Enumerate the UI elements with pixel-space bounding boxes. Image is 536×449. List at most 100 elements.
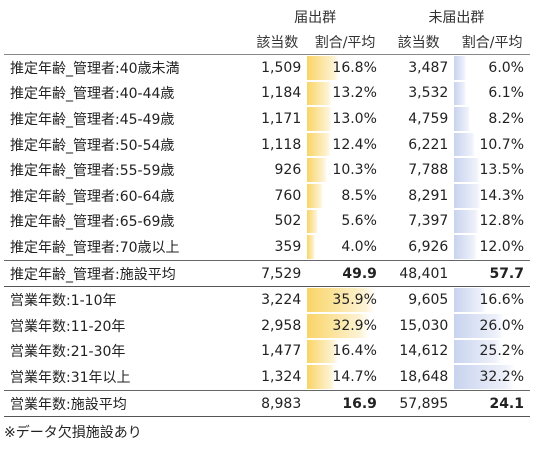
row-label: 営業年数:11-20年 <box>10 318 126 335</box>
count-cell-2: 48,401 <box>382 259 455 288</box>
rate-cell-1: 5.6% <box>307 209 383 235</box>
data-bar <box>307 209 318 234</box>
row-label: 営業年数:施設平均 <box>4 389 248 418</box>
rate-cell-1: 35.9% <box>307 286 383 313</box>
rate-cell-2: 6.0% <box>454 53 530 81</box>
table-row: 営業年数:31年以上 1,324 14.7% 18,648 32.2% <box>4 364 530 390</box>
row-label: 推定年齢_管理者:55-59歳 <box>10 163 175 180</box>
count-cell-1: 7,529 <box>247 259 308 288</box>
row-label: 推定年齢_管理者:50-54歳 <box>10 137 175 154</box>
table-row: 推定年齢_管理者:60-64歳 760 8.5% 8,291 14.3% <box>4 183 530 209</box>
data-bar <box>307 288 376 312</box>
rate-cell-1: 16.4% <box>307 339 383 365</box>
count-cell-2: 14,612 <box>399 343 449 360</box>
rate-cell-1: 4.0% <box>307 234 383 260</box>
row-label: 推定年齢_管理者:40-44歳 <box>10 86 175 103</box>
rate-cell-1: 13.2% <box>307 81 383 107</box>
rate-value: 16.4% <box>332 343 377 360</box>
rate-value: 12.0% <box>479 238 524 255</box>
rate-cell-1: 10.3% <box>307 157 383 183</box>
group2-header: 未届出群 <box>428 10 485 26</box>
data-bar <box>454 158 480 182</box>
rate-cell-2: 12.8% <box>454 209 530 235</box>
rate-value: 14.7% <box>332 368 377 385</box>
rate-value: 13.5% <box>479 162 524 179</box>
data-bar <box>307 158 327 182</box>
count-cell-2: 6,926 <box>408 238 449 255</box>
rate-cell-1: 14.7% <box>307 364 383 390</box>
table-row: 営業年数:21-30年 1,477 16.4% 14,612 25.2% <box>4 339 530 365</box>
data-bar <box>307 56 339 80</box>
data-bar <box>454 132 475 157</box>
data-bar <box>454 56 466 80</box>
table-row: 推定年齢_管理者:施設平均 7,529 49.9 48,401 57.7 <box>4 259 530 288</box>
rate-value: 4.0% <box>341 238 377 255</box>
table-row: 推定年齢_管理者:40-44歳 1,184 13.2% 3,532 6.1% <box>4 81 530 107</box>
count-cell-1: 3,224 <box>247 286 308 313</box>
table-row: 推定年齢_管理者:50-54歳 1,118 12.4% 6,221 10.7% <box>4 132 530 158</box>
data-bar <box>454 183 482 208</box>
rate-value: 32.2% <box>479 368 524 385</box>
count-cell-2: 3,487 <box>382 53 455 81</box>
rate-cell-1: 8.5% <box>307 183 383 209</box>
data-bar <box>307 107 332 131</box>
data-bar <box>454 365 516 389</box>
footnote: ※データ欠損施設あり <box>4 425 142 441</box>
col-rate-2: 割合/平均 <box>454 30 530 55</box>
data-bar <box>454 235 478 259</box>
data-bar <box>454 209 479 234</box>
row-label: 推定年齢_管理者:40歳未満 <box>4 53 248 81</box>
rate-value: 12.8% <box>479 213 524 230</box>
count-cell-1: 1,324 <box>261 368 302 385</box>
row-label: 推定年齢_管理者:45-49歳 <box>10 111 175 128</box>
rate-value: 16.8% <box>332 59 377 76</box>
data-bar <box>454 107 470 131</box>
rate-value: 32.9% <box>332 317 377 334</box>
rate-cell-2: 14.3% <box>454 183 530 209</box>
count-cell-1: 1,171 <box>261 110 302 127</box>
count-cell-2: 9,605 <box>382 286 455 313</box>
count-cell-1: 1,509 <box>247 53 308 81</box>
rate-cell-1: 13.0% <box>307 106 383 132</box>
rate-value: 10.7% <box>479 136 524 153</box>
rate-value: 5.6% <box>341 213 377 230</box>
rate-value: 6.0% <box>488 59 524 76</box>
rate-cell-1: 16.8% <box>307 53 383 81</box>
data-bar <box>307 81 333 106</box>
table-row: 営業年数:1-10年 3,224 35.9% 9,605 16.6% <box>4 286 530 313</box>
rate-value: 10.3% <box>332 162 377 179</box>
col-count-2: 該当数 <box>382 30 455 55</box>
rate-value: 13.2% <box>332 85 377 102</box>
count-cell-2: 6,221 <box>408 136 449 153</box>
row-label: 推定年齢_管理者:65-69歳 <box>10 214 175 231</box>
data-bar <box>307 235 315 259</box>
row-label: 営業年数:1-10年 <box>4 286 248 313</box>
rate-cell-2: 26.0% <box>454 313 530 339</box>
rate-value: 26.0% <box>479 317 524 334</box>
rate-cell-2: 16.6% <box>454 286 530 313</box>
data-bar <box>454 339 502 364</box>
rate-value: 14.3% <box>479 187 524 204</box>
rate-cell-2: 25.2% <box>454 339 530 365</box>
data-bar <box>454 81 466 106</box>
count-cell-1: 1,477 <box>261 343 302 360</box>
rate-cell-1: 32.9% <box>307 313 383 339</box>
rate-value: 35.9% <box>332 292 377 309</box>
table-row: 営業年数:施設平均 8,983 16.9 57,895 24.1 <box>4 389 530 418</box>
data-bar <box>454 313 504 338</box>
data-bar <box>454 288 486 312</box>
table-row: 推定年齢_管理者:45-49歳 1,171 13.0% 4,759 8.2% <box>4 106 530 132</box>
row-label: 営業年数:31年以上 <box>10 369 131 386</box>
count-cell-2: 4,759 <box>408 110 449 127</box>
table-row: 営業年数:11-20年 2,958 32.9% 15,030 26.0% <box>4 313 530 339</box>
rate-cell-1: 12.4% <box>307 132 383 158</box>
rate-value: 16.6% <box>479 292 524 309</box>
rate-cell-2: 24.1 <box>454 389 530 418</box>
rate-cell-2: 8.2% <box>454 106 530 132</box>
rate-cell-2: 12.0% <box>454 234 530 260</box>
table-row: 推定年齢_管理者:70歳以上 359 4.0% 6,926 12.0% <box>4 234 530 260</box>
count-cell-1: 359 <box>274 238 302 255</box>
rate-cell-2: 10.7% <box>454 132 530 158</box>
data-bar <box>307 313 370 338</box>
table-body: 推定年齢_管理者:40歳未満 1,509 16.8% 3,487 6.0% 推定年齢_管理… <box>4 53 530 418</box>
